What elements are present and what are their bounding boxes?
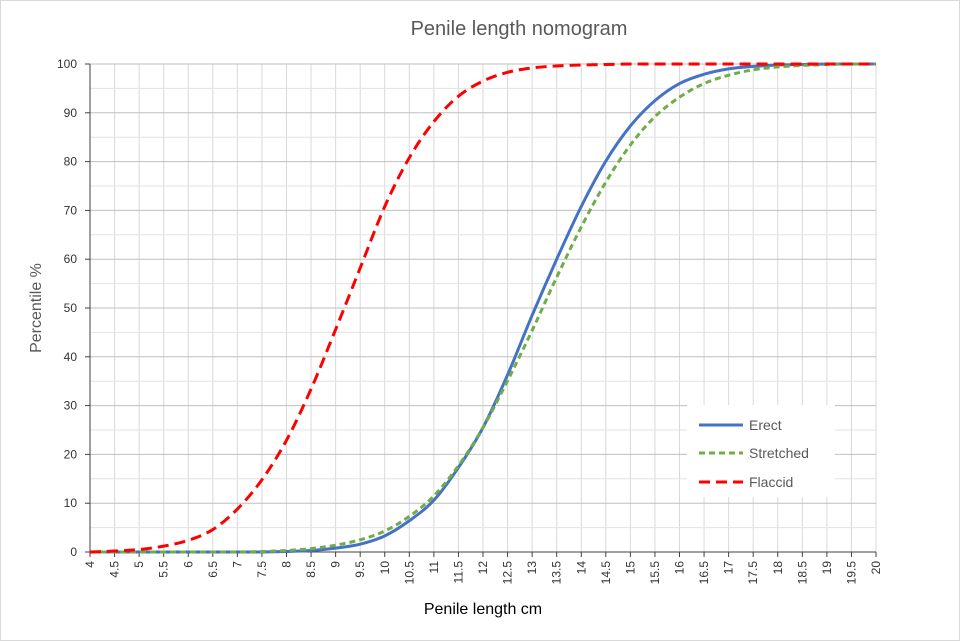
x-tick-label: 18 xyxy=(771,561,785,575)
y-tick-label: 40 xyxy=(64,350,78,364)
x-tick-label: 9.5 xyxy=(353,561,367,578)
series-line-flaccid xyxy=(89,62,876,554)
series-line-stretched xyxy=(90,62,877,554)
x-tick-label: 11 xyxy=(427,561,441,574)
x-tick-label: 17 xyxy=(722,561,736,575)
legend-label-stretched: Stretched xyxy=(749,445,809,461)
chart-title: Penile length nomogram xyxy=(411,18,628,40)
x-tick-label: 13 xyxy=(525,561,539,575)
x-tick-label: 7 xyxy=(230,561,244,568)
x-tick-label: 10.5 xyxy=(402,561,416,585)
x-tick-label: 16.5 xyxy=(697,561,711,585)
y-tick-label: 10 xyxy=(64,496,78,510)
x-tick-label: 16 xyxy=(673,561,687,575)
x-tick-label: 6 xyxy=(181,561,195,568)
y-tick-label: 70 xyxy=(64,203,78,217)
x-tick-label: 8.5 xyxy=(304,561,318,578)
y-tick-label: 60 xyxy=(64,252,78,266)
series-lines xyxy=(89,62,877,554)
y-tick-label: 0 xyxy=(70,545,77,559)
x-tick-label: 5.5 xyxy=(157,561,171,578)
x-tick-label: 11.5 xyxy=(451,561,465,584)
y-tick-label: 50 xyxy=(64,301,78,315)
x-tick-label: 4.5 xyxy=(108,561,122,578)
x-tick-label: 7.5 xyxy=(255,561,269,578)
legend-background xyxy=(687,405,835,497)
y-tick-label: 100 xyxy=(57,57,77,71)
y-tick-label: 80 xyxy=(64,155,78,169)
x-tick-label: 18.5 xyxy=(795,561,809,585)
x-tick-label: 5 xyxy=(132,561,146,568)
x-tick-label: 4 xyxy=(83,561,97,568)
x-axis-label: Penile length cm xyxy=(424,601,542,618)
x-tick-label: 19 xyxy=(820,561,834,575)
x-tick-label: 10 xyxy=(378,561,392,575)
x-tick-label: 15 xyxy=(623,561,637,575)
y-axis-label: Percentile % xyxy=(28,263,45,353)
legend-label-erect: Erect xyxy=(749,417,782,433)
x-tick-label: 20 xyxy=(869,561,883,575)
x-tick-label: 8 xyxy=(280,561,294,568)
x-tick-label: 14.5 xyxy=(599,561,613,585)
y-tick-label: 20 xyxy=(64,447,78,461)
y-tick-label: 30 xyxy=(64,399,78,413)
x-tick-label: 6.5 xyxy=(206,561,220,578)
tick-labels: 4 4.5 5 5.5 6 6.5 7 7.5 8 8.5 9 9.5 10 10.5 11 11.5 12 12… xyxy=(57,57,883,584)
legend-label-flaccid: Flaccid xyxy=(749,474,793,490)
x-tick-label: 9 xyxy=(329,561,343,568)
y-tick-label: 90 xyxy=(64,106,78,120)
x-tick-label: 15.5 xyxy=(648,561,662,585)
x-tick-label: 17.5 xyxy=(746,561,760,585)
x-tick-label: 12.5 xyxy=(501,561,515,585)
x-tick-label: 12 xyxy=(476,561,490,575)
x-tick-label: 13.5 xyxy=(550,561,564,585)
legend: Erect Stretched Flaccid xyxy=(687,405,835,497)
x-tick-label: 14 xyxy=(574,561,588,575)
x-tick-label: 19.5 xyxy=(844,561,858,585)
